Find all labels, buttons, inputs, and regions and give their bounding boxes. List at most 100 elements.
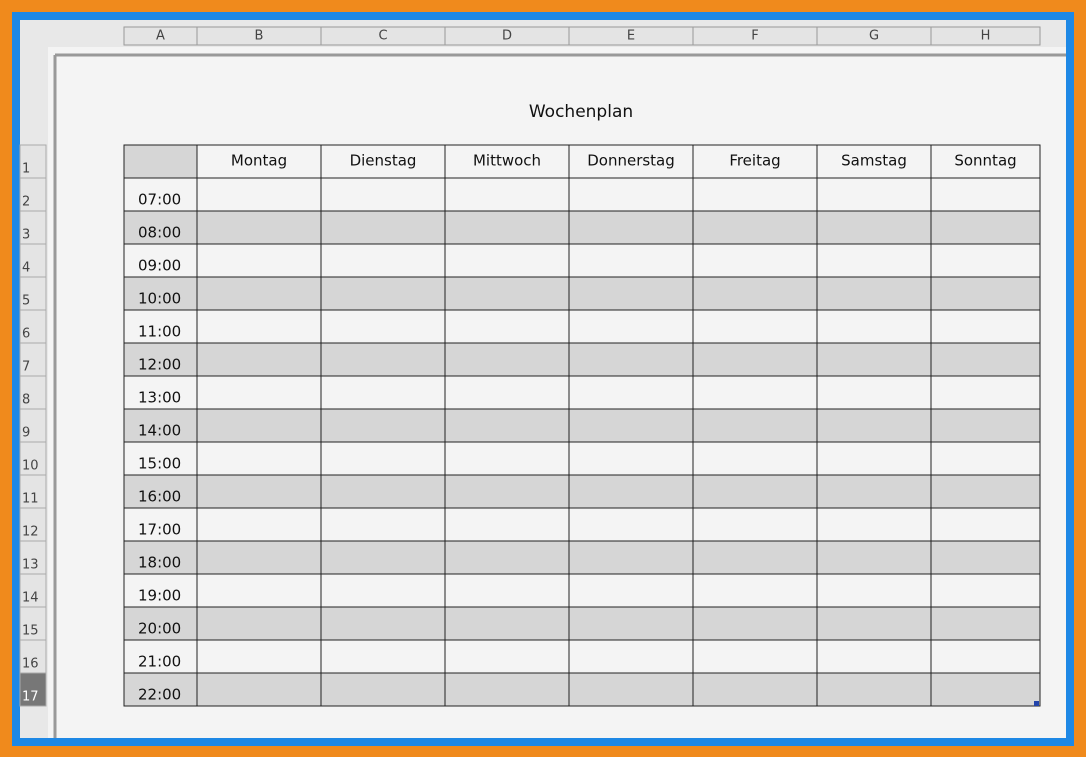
day-header: Freitag [729, 152, 780, 170]
cell [930, 144, 1041, 179]
cell [320, 309, 446, 344]
cell [123, 144, 198, 179]
cell [444, 573, 570, 608]
row-header-label: 16 [22, 657, 39, 672]
cell [568, 507, 694, 542]
row-header [19, 540, 47, 575]
cell [123, 210, 198, 245]
cell [123, 639, 198, 674]
cell [692, 672, 818, 707]
cell [692, 144, 818, 179]
cell [123, 573, 198, 608]
cell [196, 276, 322, 311]
cell [816, 408, 932, 443]
column-header-label: E [627, 29, 635, 44]
cell [930, 474, 1041, 509]
cell [444, 309, 570, 344]
cell [692, 573, 818, 608]
cell [196, 441, 322, 476]
time-label: 22:00 [138, 686, 181, 704]
day-header: Mittwoch [473, 152, 541, 170]
cell [816, 606, 932, 641]
cell [320, 375, 446, 410]
cell [930, 243, 1041, 278]
column-header-label: G [869, 29, 879, 44]
row-header [19, 507, 47, 542]
cell [930, 540, 1041, 575]
row-header [19, 606, 47, 641]
cell [568, 441, 694, 476]
cell [123, 375, 198, 410]
cell [930, 507, 1041, 542]
cell [444, 177, 570, 212]
cell [196, 309, 322, 344]
cell [692, 474, 818, 509]
time-label: 15:00 [138, 455, 181, 473]
time-label: 20:00 [138, 620, 181, 638]
row-header-label: 5 [22, 294, 30, 309]
cell [123, 441, 198, 476]
cell [320, 672, 446, 707]
cell [568, 672, 694, 707]
cell [692, 639, 818, 674]
cell [320, 408, 446, 443]
cell [816, 639, 932, 674]
cell [196, 507, 322, 542]
row-header [19, 474, 47, 509]
row-header-label: 14 [22, 591, 39, 606]
cell [123, 309, 198, 344]
row-header-label: 17 [22, 690, 39, 705]
cell [816, 309, 932, 344]
cell [568, 408, 694, 443]
title: Wochenplan [529, 102, 633, 122]
time-label: 17:00 [138, 521, 181, 539]
day-header: Donnerstag [587, 152, 675, 170]
cell [196, 210, 322, 245]
row-header [19, 309, 47, 344]
column-header [930, 26, 1041, 46]
cell [444, 507, 570, 542]
time-label: 13:00 [138, 389, 181, 407]
cell [320, 342, 446, 377]
cell [930, 210, 1041, 245]
cell [568, 606, 694, 641]
cell [568, 540, 694, 575]
day-header: Sonntag [954, 152, 1016, 170]
cell [930, 276, 1041, 311]
cell [568, 144, 694, 179]
cell [196, 375, 322, 410]
row-header [19, 375, 47, 410]
row-header-label: 7 [22, 360, 30, 375]
cell [692, 276, 818, 311]
cell [816, 507, 932, 542]
cell [196, 342, 322, 377]
fill-handle [1034, 701, 1039, 706]
cell [444, 408, 570, 443]
cell [816, 342, 932, 377]
cell [692, 177, 818, 212]
cell [123, 243, 198, 278]
cell [568, 474, 694, 509]
cell [444, 540, 570, 575]
cell [692, 309, 818, 344]
cell [692, 375, 818, 410]
cell [930, 408, 1041, 443]
row-header-label: 12 [22, 525, 39, 540]
cell [444, 672, 570, 707]
cell [568, 210, 694, 245]
cell [320, 210, 446, 245]
time-label: 07:00 [138, 191, 181, 209]
cell [692, 210, 818, 245]
row-header [19, 276, 47, 311]
cell [930, 606, 1041, 641]
cell [196, 474, 322, 509]
row-header-label: 6 [22, 327, 30, 342]
cell [320, 507, 446, 542]
cell [816, 177, 932, 212]
cell [568, 309, 694, 344]
time-label: 14:00 [138, 422, 181, 440]
column-header-label: B [255, 29, 264, 44]
cell [444, 342, 570, 377]
row-header-label: 8 [22, 393, 30, 408]
